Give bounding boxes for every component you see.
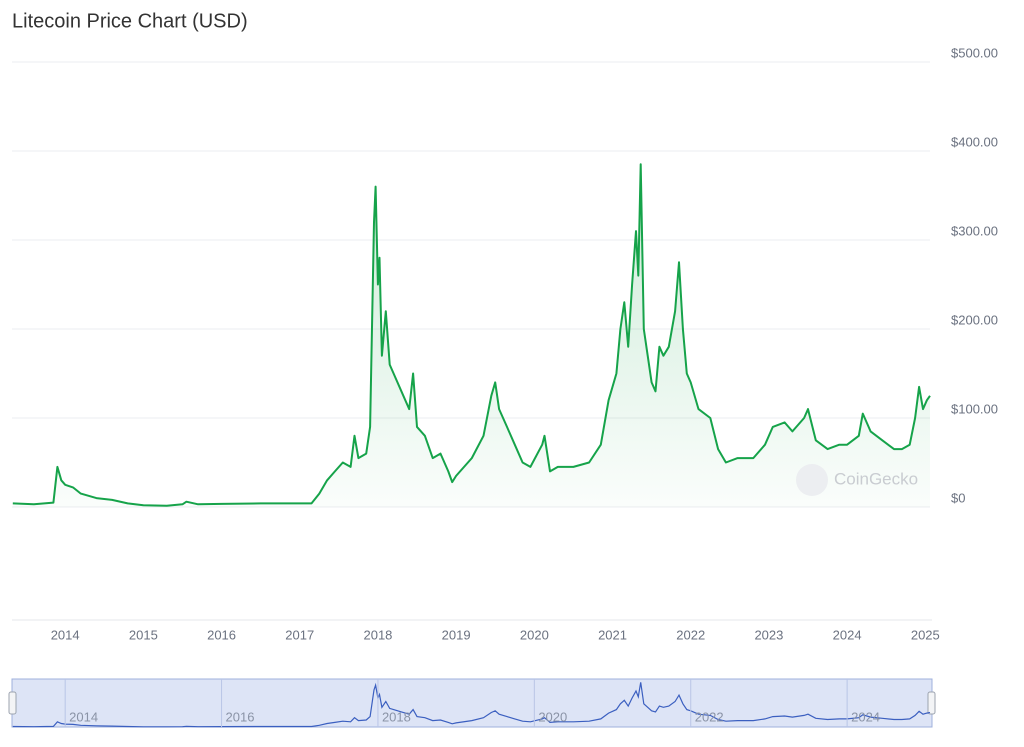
watermark: CoinGecko (834, 469, 918, 488)
watermark-logo (796, 464, 828, 496)
y-tick-label: $300.00 (951, 223, 998, 238)
x-tick-label: 2025 (911, 627, 940, 642)
navigator-label: 2022 (695, 709, 724, 724)
x-tick-label: 2015 (129, 627, 158, 642)
x-tick-label: 2024 (833, 627, 862, 642)
y-tick-label: $200.00 (951, 312, 998, 327)
x-tick-label: 2023 (754, 627, 783, 642)
navigator-label: 2018 (382, 709, 411, 724)
navigator[interactable] (11, 678, 933, 728)
x-tick-label: 2019 (442, 627, 471, 642)
x-tick-label: 2016 (207, 627, 236, 642)
x-tick-label: 2017 (285, 627, 314, 642)
navigator-handle[interactable] (8, 691, 17, 715)
navigator-label: 2024 (851, 709, 880, 724)
x-tick-label: 2022 (676, 627, 705, 642)
x-tick-label: 2014 (51, 627, 80, 642)
navigator-label: 2020 (538, 709, 567, 724)
x-tick-label: 2021 (598, 627, 627, 642)
x-tick-label: 2020 (520, 627, 549, 642)
navigator-line (12, 682, 931, 728)
price-line (12, 163, 931, 507)
navigator-handle[interactable] (927, 691, 936, 715)
navigator-label: 2016 (226, 709, 255, 724)
navigator-label: 2014 (69, 709, 98, 724)
y-tick-label: $400.00 (951, 134, 998, 149)
y-tick-label: $100.00 (951, 401, 998, 416)
y-tick-label: $500.00 (951, 45, 998, 60)
y-tick-label: $0 (951, 490, 965, 505)
x-tick-label: 2018 (363, 627, 392, 642)
price-area (12, 164, 931, 508)
chart-title: Litecoin Price Chart (USD) (12, 10, 248, 32)
